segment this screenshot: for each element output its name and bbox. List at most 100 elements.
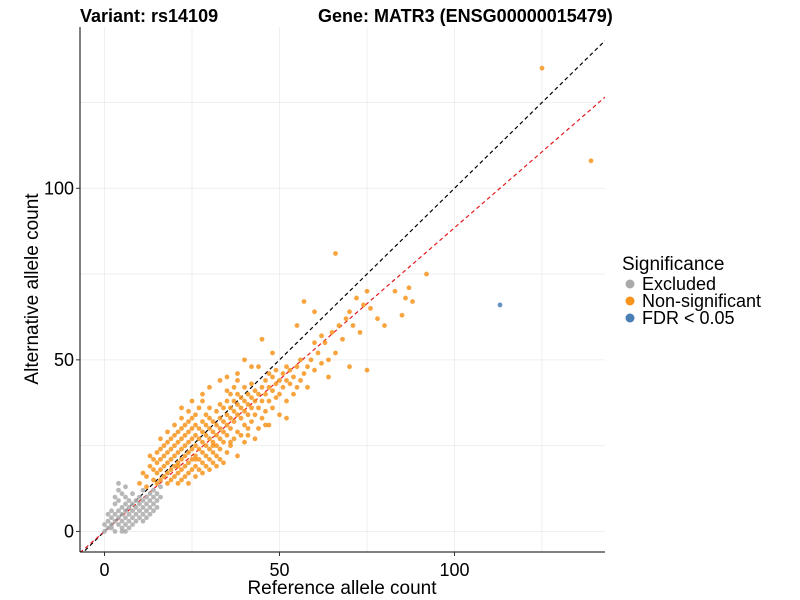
point-excluded <box>119 511 125 517</box>
point-non-significant <box>312 340 317 346</box>
point-non-significant <box>196 405 202 411</box>
point-non-significant <box>392 288 398 294</box>
point-non-significant <box>182 443 188 449</box>
point-excluded <box>133 504 139 510</box>
point-non-significant <box>193 456 198 462</box>
point-non-significant <box>193 443 198 449</box>
point-excluded <box>123 494 128 500</box>
point-non-significant <box>189 456 195 462</box>
point-non-significant <box>214 463 219 469</box>
legend: Significance Excluded Non-significant FD… <box>622 254 761 328</box>
point-non-significant <box>186 408 191 414</box>
point-non-significant <box>228 391 233 397</box>
point-non-significant <box>228 439 233 445</box>
point-non-significant <box>182 422 188 428</box>
point-non-significant <box>273 381 279 387</box>
point-non-significant <box>256 364 261 370</box>
point-non-significant <box>158 436 163 442</box>
point-non-significant <box>200 460 205 466</box>
data-points <box>102 65 594 534</box>
point-non-significant <box>364 288 370 294</box>
point-non-significant <box>186 419 191 425</box>
point-non-significant <box>165 439 170 445</box>
point-non-significant <box>154 460 160 466</box>
point-non-significant <box>238 395 244 400</box>
legend-label-fdr: FDR < 0.05 <box>642 308 735 328</box>
point-non-significant <box>210 419 216 425</box>
point-non-significant <box>207 426 212 431</box>
point-non-significant <box>350 323 356 328</box>
point-non-significant <box>333 350 338 356</box>
point-non-significant <box>179 446 184 452</box>
point-non-significant <box>319 333 324 339</box>
point-non-significant <box>301 299 307 304</box>
point-excluded <box>116 515 121 521</box>
point-non-significant <box>200 470 205 476</box>
point-non-significant <box>326 374 331 380</box>
legend-label-non-significant: Non-significant <box>642 291 761 311</box>
point-non-significant <box>165 450 170 455</box>
point-non-significant <box>182 453 188 459</box>
point-excluded <box>158 484 163 490</box>
point-non-significant <box>266 398 272 404</box>
point-excluded <box>130 508 135 514</box>
point-non-significant <box>305 364 310 370</box>
point-non-significant <box>207 405 212 411</box>
point-non-significant <box>217 456 223 462</box>
point-excluded <box>119 518 125 524</box>
point-excluded <box>130 522 135 527</box>
point-non-significant <box>200 419 205 425</box>
point-non-significant <box>189 436 195 442</box>
point-excluded <box>112 529 118 534</box>
point-excluded <box>151 494 156 500</box>
point-non-significant <box>203 463 209 469</box>
point-non-significant <box>161 443 167 449</box>
point-non-significant <box>217 415 223 421</box>
point-excluded <box>133 498 139 503</box>
point-non-significant <box>207 415 212 421</box>
x-tick-label: 100 <box>439 560 469 580</box>
point-non-significant <box>238 405 244 411</box>
point-non-significant <box>284 364 289 370</box>
point-non-significant <box>196 426 202 431</box>
point-non-significant <box>168 446 174 452</box>
point-non-significant <box>242 357 247 363</box>
point-non-significant <box>214 453 219 459</box>
point-non-significant <box>259 415 265 421</box>
point-non-significant <box>179 426 184 431</box>
point-non-significant <box>172 453 177 459</box>
point-excluded <box>126 511 132 517</box>
point-non-significant <box>158 467 163 473</box>
grid-lines <box>80 27 605 552</box>
point-non-significant <box>221 405 226 411</box>
point-excluded <box>137 494 142 500</box>
point-non-significant <box>224 450 230 455</box>
point-excluded <box>102 522 107 527</box>
y-tick-label: 50 <box>54 350 74 370</box>
point-excluded <box>147 491 153 497</box>
point-non-significant <box>161 474 167 479</box>
point-non-significant <box>294 323 300 328</box>
point-non-significant <box>322 340 328 346</box>
legend-key-excluded <box>625 279 635 289</box>
point-non-significant <box>172 432 177 438</box>
point-non-significant <box>228 443 233 449</box>
point-non-significant <box>221 419 226 425</box>
point-excluded <box>126 504 132 510</box>
point-non-significant <box>210 429 216 435</box>
point-non-significant <box>168 477 174 483</box>
identity-line <box>82 40 605 552</box>
point-non-significant <box>242 408 247 414</box>
point-excluded <box>109 515 114 521</box>
point-non-significant <box>266 422 272 428</box>
point-non-significant <box>175 460 181 466</box>
point-non-significant <box>256 391 261 397</box>
point-excluded <box>123 515 128 521</box>
point-excluded <box>105 511 111 517</box>
point-excluded <box>119 491 125 497</box>
point-non-significant <box>144 474 149 479</box>
point-non-significant <box>214 443 219 449</box>
point-excluded <box>140 504 146 510</box>
point-excluded <box>126 498 132 503</box>
point-non-significant <box>354 295 359 301</box>
